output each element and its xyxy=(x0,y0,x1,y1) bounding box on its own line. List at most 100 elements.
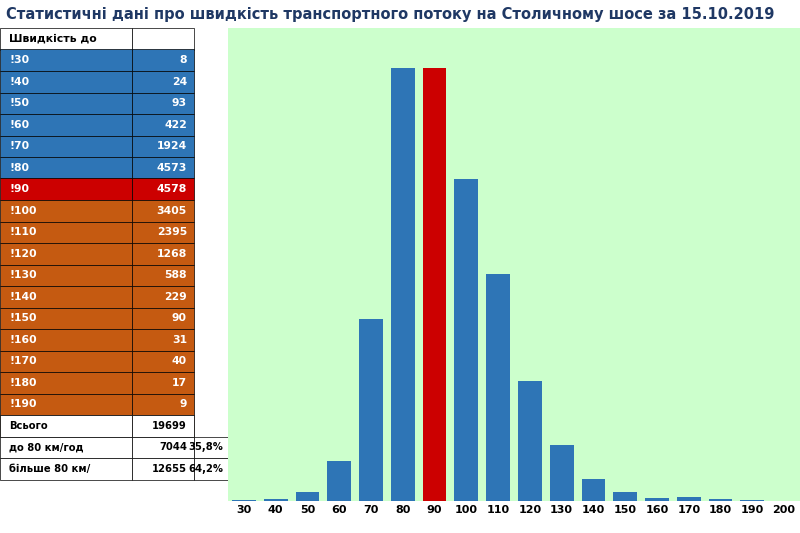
Bar xyxy=(132,329,194,351)
Bar xyxy=(0,329,132,351)
Text: до 80 км/год: до 80 км/год xyxy=(9,442,84,452)
Text: 19699: 19699 xyxy=(152,421,187,431)
Text: !160: !160 xyxy=(9,335,37,345)
Text: !180: !180 xyxy=(9,378,37,387)
Text: 64,2%: 64,2% xyxy=(189,464,223,474)
Bar xyxy=(295,492,319,501)
Text: 12655: 12655 xyxy=(152,464,187,474)
Text: більше 80 км/: більше 80 км/ xyxy=(9,464,90,474)
Bar xyxy=(132,50,194,71)
Bar xyxy=(0,243,132,264)
Bar xyxy=(194,437,228,458)
Text: !40: !40 xyxy=(9,77,30,87)
Text: 31: 31 xyxy=(172,335,187,345)
Text: 229: 229 xyxy=(164,292,187,302)
Bar xyxy=(132,415,194,437)
Text: 24: 24 xyxy=(172,77,187,87)
Bar xyxy=(0,437,132,458)
Text: 7044: 7044 xyxy=(159,442,187,452)
Bar xyxy=(0,71,132,93)
Bar xyxy=(132,243,194,264)
Bar xyxy=(232,500,256,501)
Text: !190: !190 xyxy=(9,399,37,409)
Text: !50: !50 xyxy=(9,98,29,108)
Text: 5: 5 xyxy=(179,421,187,431)
Bar xyxy=(518,381,542,501)
Text: 90: 90 xyxy=(172,313,187,323)
Text: !90: !90 xyxy=(9,184,29,194)
Bar xyxy=(486,274,510,501)
Bar xyxy=(132,71,194,93)
Bar xyxy=(422,68,446,501)
Bar xyxy=(0,372,132,393)
Bar xyxy=(0,93,132,114)
Bar xyxy=(132,93,194,114)
Text: Швидкість до: Швидкість до xyxy=(9,34,97,44)
Bar xyxy=(132,179,194,200)
Text: !170: !170 xyxy=(9,356,37,366)
Bar xyxy=(264,499,287,501)
Bar xyxy=(132,28,194,50)
Text: 4573: 4573 xyxy=(157,163,187,173)
Bar xyxy=(0,157,132,179)
Text: 588: 588 xyxy=(165,270,187,280)
Bar xyxy=(0,308,132,329)
Text: 1268: 1268 xyxy=(157,249,187,259)
Bar xyxy=(359,319,383,501)
Text: !120: !120 xyxy=(9,249,37,259)
Bar xyxy=(132,286,194,308)
Text: Статистичні дані про швидкість транспортного потоку на Столичному шосе за 15.10.: Статистичні дані про швидкість транспорт… xyxy=(6,6,774,21)
Text: Всього: Всього xyxy=(9,421,48,431)
Bar xyxy=(132,393,194,415)
Text: 422: 422 xyxy=(164,120,187,130)
Bar xyxy=(0,264,132,286)
Bar xyxy=(132,437,194,458)
Bar xyxy=(132,308,194,329)
Bar xyxy=(0,200,132,222)
Bar xyxy=(0,135,132,157)
Bar xyxy=(582,479,606,501)
Bar xyxy=(0,393,132,415)
Bar xyxy=(132,458,194,480)
Text: 17: 17 xyxy=(172,378,187,387)
Bar xyxy=(677,497,701,501)
Bar xyxy=(0,415,132,437)
Bar xyxy=(0,28,132,50)
Bar xyxy=(327,461,351,501)
Bar xyxy=(132,264,194,286)
Text: 1924: 1924 xyxy=(157,141,187,151)
Bar xyxy=(645,498,669,501)
Bar xyxy=(132,135,194,157)
Text: 40: 40 xyxy=(172,356,187,366)
Text: 2395: 2395 xyxy=(157,227,187,237)
Bar xyxy=(0,351,132,372)
Text: !130: !130 xyxy=(9,270,37,280)
Text: !110: !110 xyxy=(9,227,37,237)
Bar xyxy=(132,415,194,437)
Text: !60: !60 xyxy=(9,120,30,130)
Text: 93: 93 xyxy=(172,98,187,108)
Text: !200: !200 xyxy=(9,421,37,431)
Text: 3405: 3405 xyxy=(157,206,187,216)
Bar xyxy=(132,372,194,393)
Text: !150: !150 xyxy=(9,313,37,323)
Bar xyxy=(391,68,414,501)
Bar xyxy=(550,446,574,501)
Bar xyxy=(741,500,764,501)
Bar xyxy=(132,222,194,243)
Bar xyxy=(132,200,194,222)
Bar xyxy=(614,492,637,501)
Bar xyxy=(454,179,478,501)
Bar xyxy=(0,458,132,480)
Bar xyxy=(132,114,194,135)
Bar xyxy=(0,50,132,71)
Text: 9: 9 xyxy=(179,399,187,409)
Bar xyxy=(194,458,228,480)
Bar xyxy=(132,157,194,179)
Text: 4578: 4578 xyxy=(157,184,187,194)
Bar xyxy=(0,179,132,200)
Text: !30: !30 xyxy=(9,55,30,65)
Bar xyxy=(0,415,132,437)
Text: 8: 8 xyxy=(179,55,187,65)
Text: !70: !70 xyxy=(9,141,30,151)
